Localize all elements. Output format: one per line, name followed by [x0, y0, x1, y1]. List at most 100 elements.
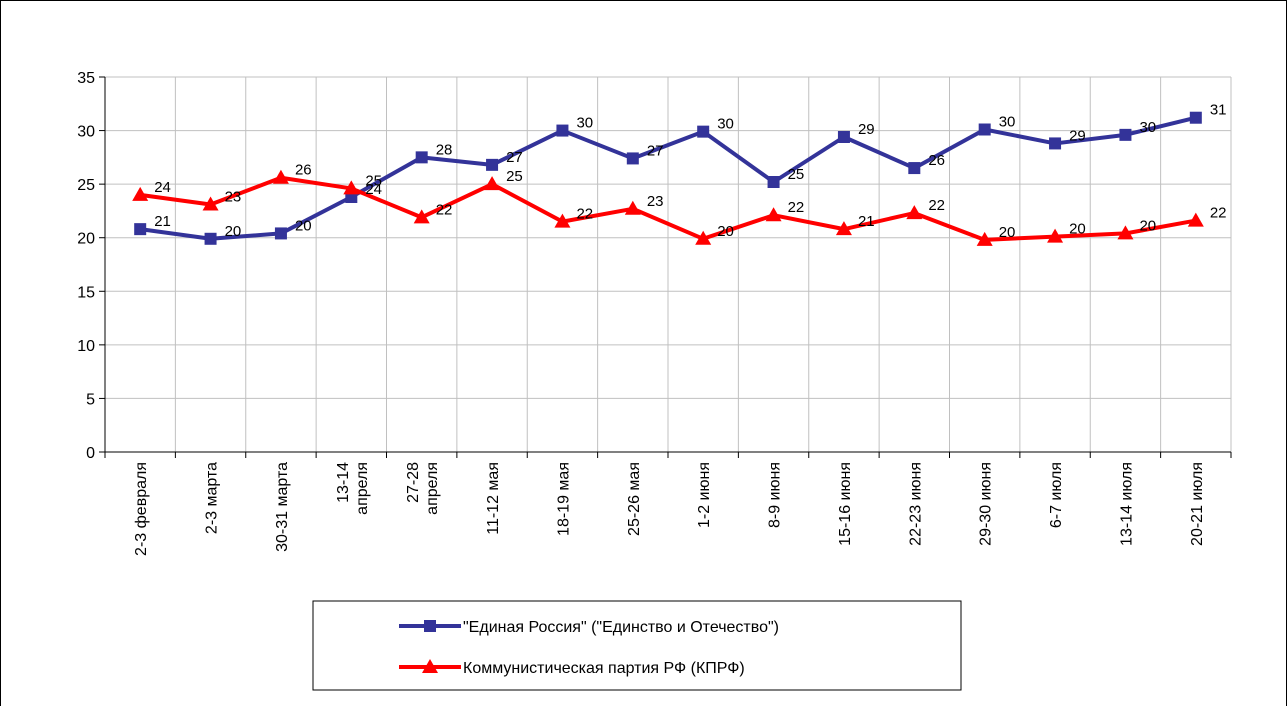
data-point-triangle	[202, 196, 219, 211]
x-category-label: 2-3 марта	[204, 462, 221, 534]
y-tick-label: 35	[77, 70, 95, 87]
data-point-triangle	[976, 231, 993, 246]
data-label: 25	[506, 168, 523, 185]
data-label: 30	[1139, 119, 1156, 136]
legend-marker-square	[424, 620, 436, 632]
data-point-square	[1189, 111, 1202, 124]
data-point-triangle	[484, 176, 501, 191]
data-label: 23	[647, 193, 664, 210]
y-tick-label: 30	[77, 124, 95, 141]
data-point-triangle	[906, 205, 923, 220]
x-category-label: 25-26 мая	[626, 462, 643, 536]
grid	[105, 76, 1232, 452]
x-category-label: 1-2 июня	[696, 462, 713, 528]
data-label: 20	[717, 223, 734, 240]
data-label: 30	[717, 116, 734, 133]
data-label: 20	[225, 223, 242, 240]
y-tick-label: 15	[77, 284, 95, 301]
data-label: 25	[788, 166, 805, 183]
data-point-triangle	[272, 169, 289, 184]
data-label: 28	[436, 141, 453, 158]
data-point-triangle	[695, 230, 712, 245]
data-label: 30	[999, 114, 1016, 131]
data-label: 26	[928, 152, 945, 169]
data-label: 31	[1210, 102, 1227, 119]
y-tick-label: 0	[86, 445, 95, 462]
data-point-square	[274, 227, 287, 240]
data-point-triangle	[554, 213, 571, 228]
data-point-square	[556, 124, 569, 137]
y-tick-label: 5	[86, 391, 95, 408]
data-point-square	[978, 123, 991, 136]
data-point-triangle	[624, 200, 641, 215]
data-label: 21	[154, 213, 171, 230]
x-category-label: 11-12 мая	[485, 462, 502, 535]
series-line	[139, 115, 1197, 241]
axes: 0 5 10 15 20 25 30 35 2-3 февраля 2-3 марта 30-31 …	[77, 70, 1232, 556]
data-point-square	[134, 223, 147, 236]
x-category-label: 27-28	[405, 462, 422, 503]
data-label: 24	[365, 181, 382, 198]
data-label: 20	[1139, 217, 1156, 234]
data-label: 29	[858, 121, 875, 138]
data-label: 20	[1069, 221, 1086, 238]
data-point-square	[1119, 128, 1132, 141]
data-point-triangle	[1187, 212, 1204, 227]
data-point-square	[837, 131, 850, 143]
data-label: 30	[576, 115, 593, 132]
data-point-triangle	[1047, 228, 1064, 243]
x-category-label: апреля	[354, 462, 371, 515]
data-point-square	[204, 232, 217, 245]
data-point-triangle	[132, 186, 149, 201]
data-labels: 21 20 20 24 28 27 30 27 30 25 29 26 30 29 30 31 24 23 26 25…	[154, 102, 1226, 241]
legend-entry-label: Коммунистическая партия РФ (КПРФ)	[463, 660, 745, 677]
x-category-label: 29-30 июня	[978, 462, 995, 546]
y-tick-label: 20	[77, 231, 95, 248]
x-category-label: 15-16 июня	[837, 462, 854, 546]
legend-marker-triangle	[422, 659, 438, 673]
x-category-label: 6-7 июля	[1048, 462, 1065, 528]
data-point-square	[767, 176, 780, 188]
data-label: 23	[225, 189, 242, 206]
data-label: 22	[576, 206, 593, 223]
y-tick-label: 25	[77, 177, 95, 194]
x-category-label: 2-3 февраля	[133, 462, 150, 556]
data-label: 22	[1210, 205, 1227, 222]
data-point-triangle	[343, 180, 360, 195]
data-label: 24	[154, 179, 171, 196]
data-label: 20	[295, 217, 312, 234]
series-line	[139, 175, 1197, 242]
data-label: 21	[858, 213, 875, 230]
data-label: 20	[999, 224, 1016, 241]
data-point-triangle	[765, 207, 782, 222]
series	[132, 111, 1204, 246]
data-label: 27	[647, 142, 664, 159]
data-point-triangle	[1117, 225, 1134, 240]
x-category-label: 22-23 июня	[907, 462, 924, 546]
x-category-label: 20-21 июля	[1189, 462, 1206, 546]
data-point-square	[697, 125, 710, 138]
data-label: 27	[506, 149, 523, 166]
data-point-triangle	[835, 221, 852, 236]
data-point-square	[1049, 137, 1062, 150]
data-label: 22	[436, 201, 453, 218]
data-point-square	[908, 162, 921, 175]
data-label: 29	[1069, 127, 1086, 144]
data-point-triangle	[413, 209, 430, 224]
data-point-square	[415, 151, 428, 164]
data-label: 26	[295, 162, 312, 179]
x-category-label: апреля	[424, 462, 441, 515]
data-point-square	[486, 158, 499, 171]
legend: "Единая Россия" ("Единство и Отечество")…	[312, 600, 962, 691]
data-label: 25	[365, 172, 382, 189]
legend-box	[312, 600, 962, 691]
x-category-label: 30-31 марта	[274, 462, 291, 552]
data-point-square	[626, 152, 639, 165]
legend-entry-label: "Единая Россия" ("Единство и Отечество")	[463, 619, 779, 636]
x-category-label: 13-14 июля	[1118, 462, 1135, 546]
data-label: 22	[928, 197, 945, 214]
x-category-label: 13-14	[335, 462, 352, 503]
x-category-label: 18-19 мая	[555, 462, 572, 536]
